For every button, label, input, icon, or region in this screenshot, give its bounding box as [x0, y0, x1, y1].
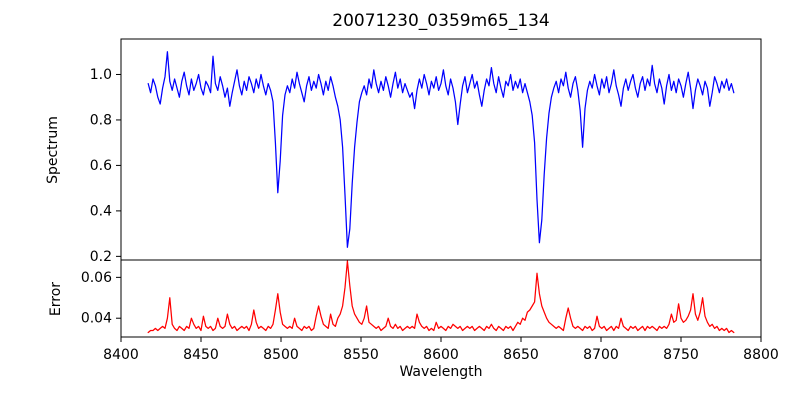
spectrum-y-tick-label: 0.2: [90, 249, 112, 265]
spectrum-line: [147, 51, 735, 248]
x-tick-label: 8650: [503, 347, 539, 363]
spectrum-y-tick-label: 0.6: [90, 158, 112, 174]
y-axis-label-spectrum: Spectrum: [45, 116, 61, 184]
x-tick-label: 8800: [743, 347, 779, 363]
x-tick-label: 8700: [583, 347, 619, 363]
error-line: [147, 260, 735, 334]
spectrum-y-tick-label: 1.0: [90, 67, 112, 83]
x-tick-label: 8500: [263, 347, 299, 363]
error-axes-frame: [120, 259, 762, 338]
y-axis-label-error: Error: [48, 281, 64, 317]
x-tick-label: 8550: [343, 347, 379, 363]
chart-title: 20071230_0359m65_134: [332, 11, 550, 31]
error-y-tick-label: 0.04: [81, 311, 112, 327]
spectrum-y-tick-label: 0.8: [90, 112, 112, 128]
error-y-tick-label: 0.06: [81, 270, 112, 286]
x-tick-label: 8450: [183, 347, 219, 363]
x-tick-label: 8400: [103, 347, 139, 363]
x-tick-label: 8750: [663, 347, 699, 363]
spectrum-axes-frame: [120, 38, 762, 261]
x-tick-label: 8600: [423, 347, 459, 363]
x-axis-label: Wavelength: [399, 364, 483, 380]
spectrum-y-tick-label: 0.4: [90, 203, 112, 219]
